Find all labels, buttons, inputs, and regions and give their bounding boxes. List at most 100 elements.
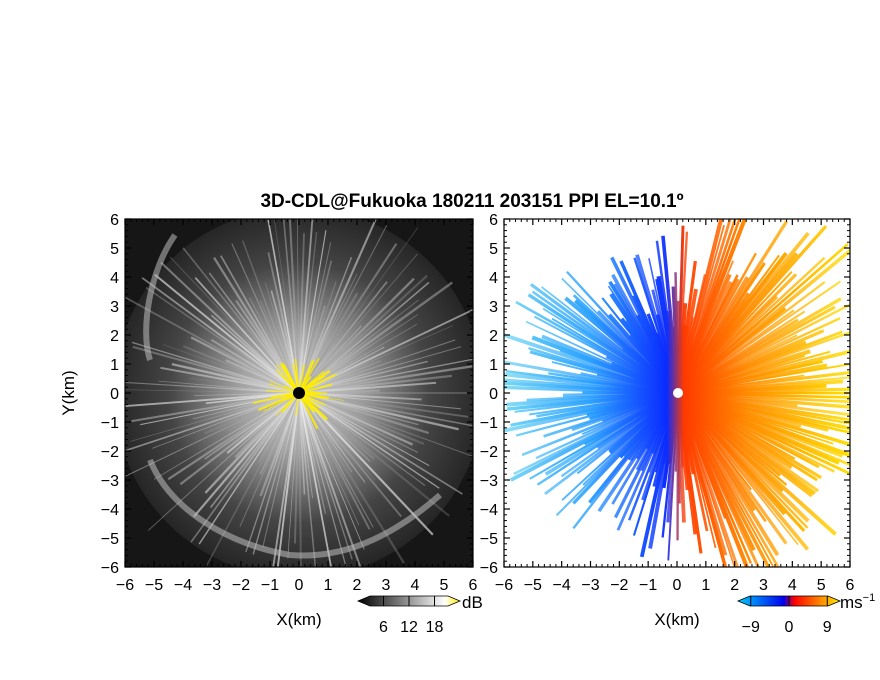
reflectivity-ray — [298, 281, 388, 394]
reflectivity-ytick-label: −6 — [101, 560, 119, 577]
reflectivity-ray — [298, 325, 453, 394]
reflectivity-ray — [298, 392, 362, 567]
near-range-echo-ray — [298, 392, 327, 421]
reflectivity-ray — [298, 391, 430, 435]
reflectivity-ray — [298, 225, 388, 394]
velocity-ytick-label: 6 — [489, 212, 498, 229]
reflectivity-ytick-label: −4 — [101, 502, 119, 519]
reflectivity-ray — [298, 392, 473, 427]
velocity-ytick-label: 0 — [489, 386, 498, 403]
velocity-ray — [676, 225, 828, 395]
reflectivity-ray — [298, 260, 333, 394]
reflectivity-ray — [298, 360, 381, 394]
reflectivity-ray — [298, 243, 398, 394]
velocity-ytick-label: −1 — [480, 415, 498, 432]
reflectivity-ray — [298, 392, 332, 567]
reflectivity-ray — [298, 339, 456, 394]
reflectivity-ray — [298, 392, 353, 473]
reflectivity-ray — [298, 392, 402, 518]
reflectivity-xtick-label: −1 — [261, 577, 279, 594]
reflectivity-ray — [141, 277, 300, 394]
reflectivity-ray — [298, 391, 459, 431]
reflectivity-ray — [298, 392, 317, 567]
reflectivity-ray — [272, 392, 300, 567]
reflectivity-ray — [294, 392, 300, 544]
reflectivity-ray — [298, 233, 305, 394]
reflectivity-xtick-label: 3 — [382, 577, 391, 594]
velocity-xtick-label: −4 — [553, 577, 571, 594]
velocity-xtick-label: −2 — [610, 577, 628, 594]
reflectivity-ray — [153, 392, 300, 480]
reflectivity-ytick-label: −3 — [101, 473, 119, 490]
near-range-echo-ray — [298, 357, 320, 394]
reflectivity-ray — [298, 277, 415, 394]
reflectivity-colorbar: 6 12 18 dB — [356, 593, 483, 636]
velocity-ytick-label: −2 — [480, 444, 498, 461]
velocity-ticks: −6 −5 −4 −3 −2 −1 0 1 2 3 4 5 6 −6 −5 −4 −3 −2 −1 0 1 2 3 4 5 6 — [480, 212, 855, 594]
reflectivity-ray — [252, 392, 300, 555]
reflectivity-xtick-label: 1 — [324, 577, 333, 594]
reflectivity-panel: −6 −5 −4 −3 −2 −1 0 1 2 3 4 5 6 −6 −5 −4 −3 −2 −1 0 1 2 3 4 5 6 X… — [59, 212, 478, 629]
reflectivity-colorbar-tick-label: 12 — [400, 619, 418, 636]
reflectivity-ray — [298, 358, 473, 394]
reflectivity-ray — [194, 392, 300, 397]
reflectivity-ytick-label: 0 — [110, 386, 119, 403]
velocity-colorbar: −9 0 9 ms−1 — [736, 592, 875, 636]
near-range-echo-ray — [298, 392, 319, 430]
reflectivity-ray — [171, 362, 300, 395]
reflectivity-ray — [258, 392, 300, 464]
velocity-xtick-label: −5 — [524, 577, 542, 594]
reflectivity-ray — [298, 392, 463, 495]
reflectivity-ray — [145, 286, 300, 394]
velocity-xtick-label: −1 — [639, 577, 657, 594]
reflectivity-ray — [298, 392, 450, 517]
reflectivity-ray — [270, 290, 300, 394]
reflectivity-ray — [259, 392, 301, 497]
velocity-xtick-label: −6 — [495, 577, 513, 594]
velocity-ray — [676, 392, 728, 567]
velocity-xtick-label: 0 — [673, 577, 682, 594]
reflectivity-ray — [298, 365, 473, 395]
velocity-xtick-label: 3 — [759, 577, 768, 594]
velocity-ray — [677, 387, 850, 395]
reflectivity-ray — [210, 339, 300, 394]
reflectivity-ray — [198, 392, 300, 545]
reflectivity-ray — [262, 392, 300, 548]
velocity-site-marker — [673, 388, 683, 398]
velocity-xtick-label: 5 — [817, 577, 826, 594]
reflectivity-cloud-edge — [143, 233, 442, 559]
reflectivity-ray — [298, 305, 326, 394]
velocity-ytick-label: 1 — [489, 357, 498, 374]
reflectivity-ray — [190, 336, 300, 394]
reflectivity-ray — [298, 392, 434, 536]
velocity-ray — [677, 363, 850, 394]
reflectivity-ray — [298, 392, 473, 458]
reflectivity-ray — [298, 392, 353, 560]
reflectivity-ray — [298, 392, 419, 426]
reflectivity-ray — [226, 392, 300, 454]
reflectivity-ray — [209, 392, 300, 508]
reflectivity-ray — [259, 392, 300, 475]
reflectivity-ray — [190, 377, 300, 394]
velocity-colorbar-tick-label: 9 — [823, 619, 832, 636]
velocity-panel: −6 −5 −4 −3 −2 −1 0 1 2 3 4 5 6 −6 −5 −4 −3 −2 −1 0 1 2 3 4 5 6 X… — [480, 212, 855, 629]
velocity-ytick-label: 4 — [489, 270, 498, 287]
velocity-x-axis-label: X(km) — [654, 610, 699, 629]
reflectivity-ray — [162, 344, 300, 394]
figure-title: 3D-CDL@Fukuoka 180211 203151 PPI EL=10.1… — [260, 191, 683, 212]
reflectivity-ray — [205, 392, 300, 567]
reflectivity-xtick-label: −4 — [174, 577, 192, 594]
reflectivity-ray — [239, 392, 300, 527]
reflectivity-colorbar-ticks: 6 12 18 — [379, 596, 444, 636]
reflectivity-ray — [152, 392, 300, 449]
reflectivity-ray — [298, 281, 337, 394]
reflectivity-ray — [190, 392, 300, 543]
velocity-xtick-label: −3 — [581, 577, 599, 594]
reflectivity-xtick-label: 6 — [469, 577, 478, 594]
reflectivity-ray — [298, 392, 440, 489]
reflectivity-ray — [160, 261, 300, 394]
reflectivity-ray — [298, 392, 313, 499]
reflectivity-ray — [259, 300, 300, 394]
reflectivity-ray — [298, 392, 360, 526]
